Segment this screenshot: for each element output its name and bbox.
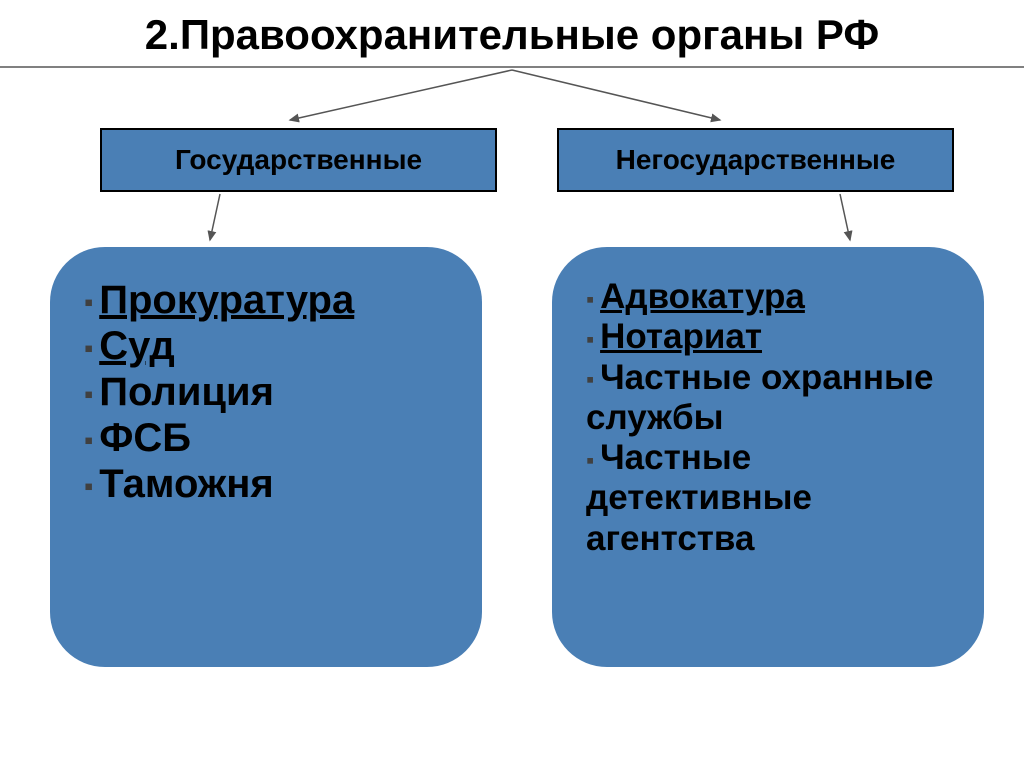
list-nonstate: АдвокатураНотариатЧастные охранные служб… bbox=[586, 277, 954, 559]
list-item-text: Таможня bbox=[99, 462, 274, 506]
split-arrows-svg bbox=[0, 68, 1024, 128]
list-item: Адвокатура bbox=[586, 277, 954, 317]
category-label-nonstate: Негосударственные bbox=[616, 144, 896, 175]
content-row: ПрокуратураСудПолицияФСБТаможня Адвокату… bbox=[0, 247, 1024, 667]
list-item: Частные охранные службы bbox=[586, 358, 954, 439]
list-item-text: Полиция bbox=[99, 370, 274, 414]
list-item: ФСБ bbox=[84, 415, 452, 461]
branch-arrows bbox=[0, 68, 1024, 128]
category-box-nonstate: Негосударственные bbox=[557, 128, 954, 192]
list-item: Нотариат bbox=[586, 317, 954, 357]
list-item: Таможня bbox=[84, 461, 452, 507]
connector-arrows bbox=[0, 192, 1024, 247]
down-arrows-svg bbox=[0, 192, 1024, 247]
category-row: Государственные Негосударственные bbox=[0, 128, 1024, 192]
list-item-text: Суд bbox=[99, 324, 175, 368]
list-item-text: Частные охранные службы bbox=[586, 358, 933, 437]
list-item: Суд bbox=[84, 323, 452, 369]
category-box-state: Государственные bbox=[100, 128, 497, 192]
list-item-text: Нотариат bbox=[600, 317, 762, 356]
list-item-text: ФСБ bbox=[99, 416, 191, 460]
list-item: Полиция bbox=[84, 369, 452, 415]
list-item-text: Прокуратура bbox=[99, 278, 354, 322]
list-item: Прокуратура bbox=[84, 277, 452, 323]
list-item-text: Адвокатура bbox=[600, 277, 805, 316]
title-region: 2.Правоохранительные органы РФ bbox=[0, 0, 1024, 68]
page-title: 2.Правоохранительные органы РФ bbox=[20, 12, 1004, 58]
content-box-state: ПрокуратураСудПолицияФСБТаможня bbox=[50, 247, 482, 667]
category-label-state: Государственные bbox=[175, 144, 422, 175]
content-box-nonstate: АдвокатураНотариатЧастные охранные служб… bbox=[552, 247, 984, 667]
list-state: ПрокуратураСудПолицияФСБТаможня bbox=[84, 277, 452, 507]
list-item: Частные детективные агентства bbox=[586, 438, 954, 559]
list-item-text: Частные детективные агентства bbox=[586, 438, 812, 558]
